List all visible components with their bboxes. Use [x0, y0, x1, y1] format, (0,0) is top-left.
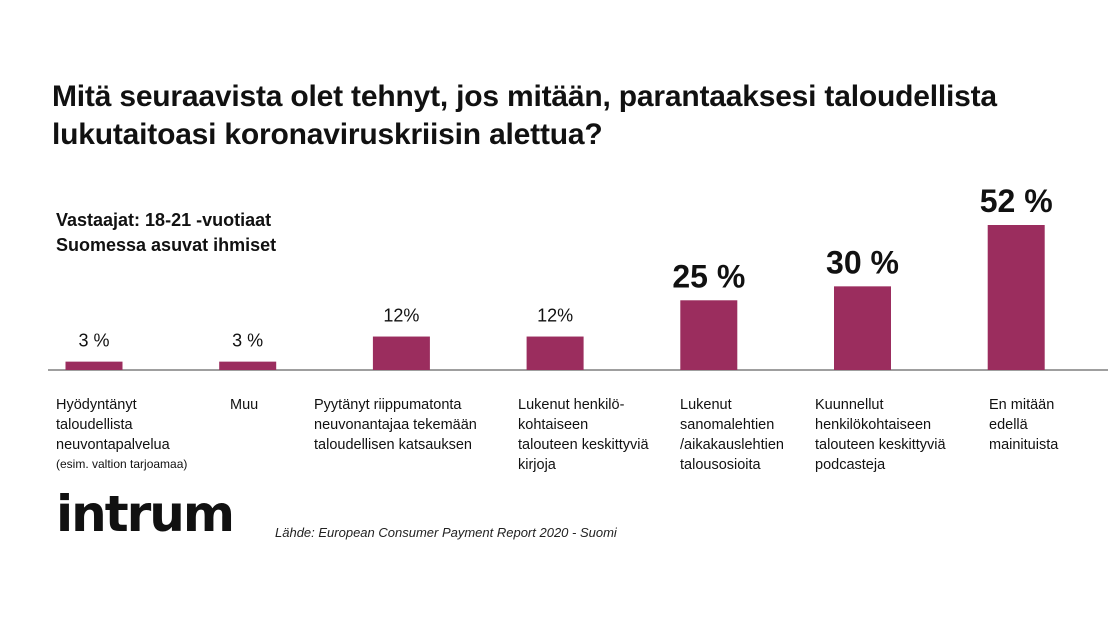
category-label-text-7: En mitään edellä mainituista — [989, 397, 1059, 453]
bar-6 — [834, 286, 891, 370]
category-label-5: Lukenut sanomalehtien /aikakauslehtien t… — [680, 395, 784, 475]
value-label-5: 25 % — [672, 258, 745, 294]
category-label-6: Kuunnellut henkilökohtaiseen talouteen k… — [815, 395, 946, 475]
value-label-3: 12% — [383, 306, 419, 326]
value-label-4: 12% — [537, 306, 573, 326]
category-label-7: En mitään edellä mainituista — [989, 395, 1058, 455]
category-label-text-6: Kuunnellut henkilökohtaiseen talouteen k… — [815, 397, 946, 473]
value-label-2: 3 % — [232, 331, 263, 351]
subtitle-line-population: Suomessa asuvat ihmiset — [56, 235, 277, 255]
category-label-text-5: Lukenut sanomalehtien /aikakauslehtien t… — [680, 397, 784, 473]
category-label-text-3: Pyytänyt riippumatonta neuvonantajaa tek… — [314, 397, 477, 453]
value-label-7: 52 % — [980, 183, 1053, 219]
category-label-2: Muu — [230, 395, 258, 415]
value-label-6: 30 % — [826, 244, 899, 280]
category-label-text-4: Lukenut henkilö- kohtaiseen talouteen ke… — [518, 397, 649, 473]
category-label-text-2: Muu — [230, 397, 259, 413]
bar-1 — [65, 361, 123, 370]
bar-5 — [680, 300, 738, 370]
category-label-note-1: (esim. valtion tarjoamaa) — [56, 457, 188, 471]
chart-subtitle: Vastaajat: 18-21 -vuotiaat Suomessa asuv… — [56, 208, 276, 258]
category-label-4: Lukenut henkilö- kohtaiseen talouteen ke… — [518, 395, 649, 475]
bar-4 — [526, 336, 584, 370]
category-label-3: Pyytänyt riippumatonta neuvonantajaa tek… — [314, 395, 477, 455]
value-label-1: 3 % — [78, 331, 109, 351]
chart-title: Mitä seuraavista olet tehnyt, jos mitään… — [52, 80, 997, 151]
bar-3 — [372, 336, 430, 370]
source-note: Lähde: European Consumer Payment Report … — [275, 525, 617, 540]
bar-2 — [219, 361, 277, 370]
category-label-1: Hyödyntänyt taloudellista neuvontapalvel… — [56, 395, 187, 473]
subtitle-line-respondents: Vastaajat: 18-21 -vuotiaat — [56, 210, 272, 230]
bar-7 — [987, 225, 1045, 370]
intrum-logo: intrum — [56, 485, 235, 543]
category-label-text-1: Hyödyntänyt taloudellista neuvontapalvel… — [56, 397, 170, 453]
